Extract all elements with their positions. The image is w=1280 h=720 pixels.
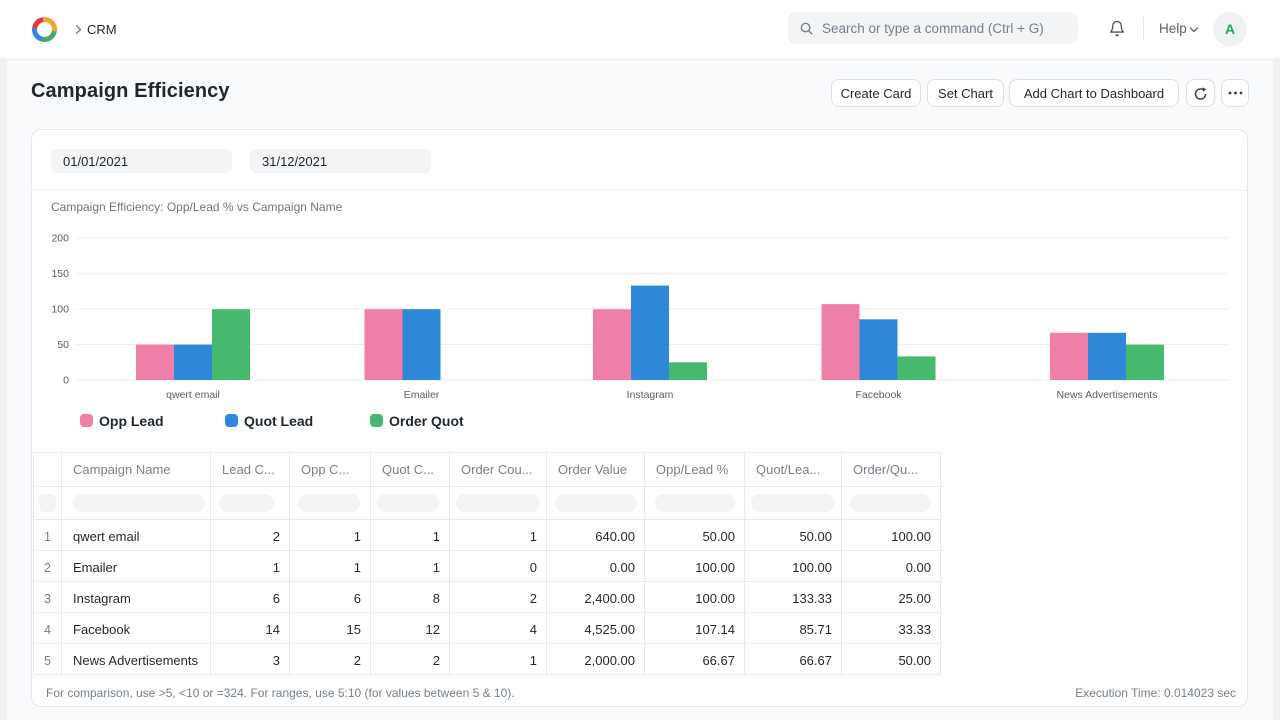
svg-text:Emailer: Emailer — [404, 389, 440, 401]
svg-text:News Advertisements: News Advertisements — [1057, 389, 1158, 401]
svg-text:150: 150 — [51, 268, 69, 280]
svg-text:Instagram: Instagram — [627, 389, 674, 401]
svg-text:Facebook: Facebook — [855, 389, 902, 401]
svg-text:200: 200 — [51, 233, 69, 245]
svg-text:50: 50 — [57, 339, 69, 351]
svg-text:100: 100 — [51, 304, 69, 316]
svg-text:0: 0 — [63, 375, 69, 387]
svg-text:qwert email: qwert email — [166, 389, 220, 401]
